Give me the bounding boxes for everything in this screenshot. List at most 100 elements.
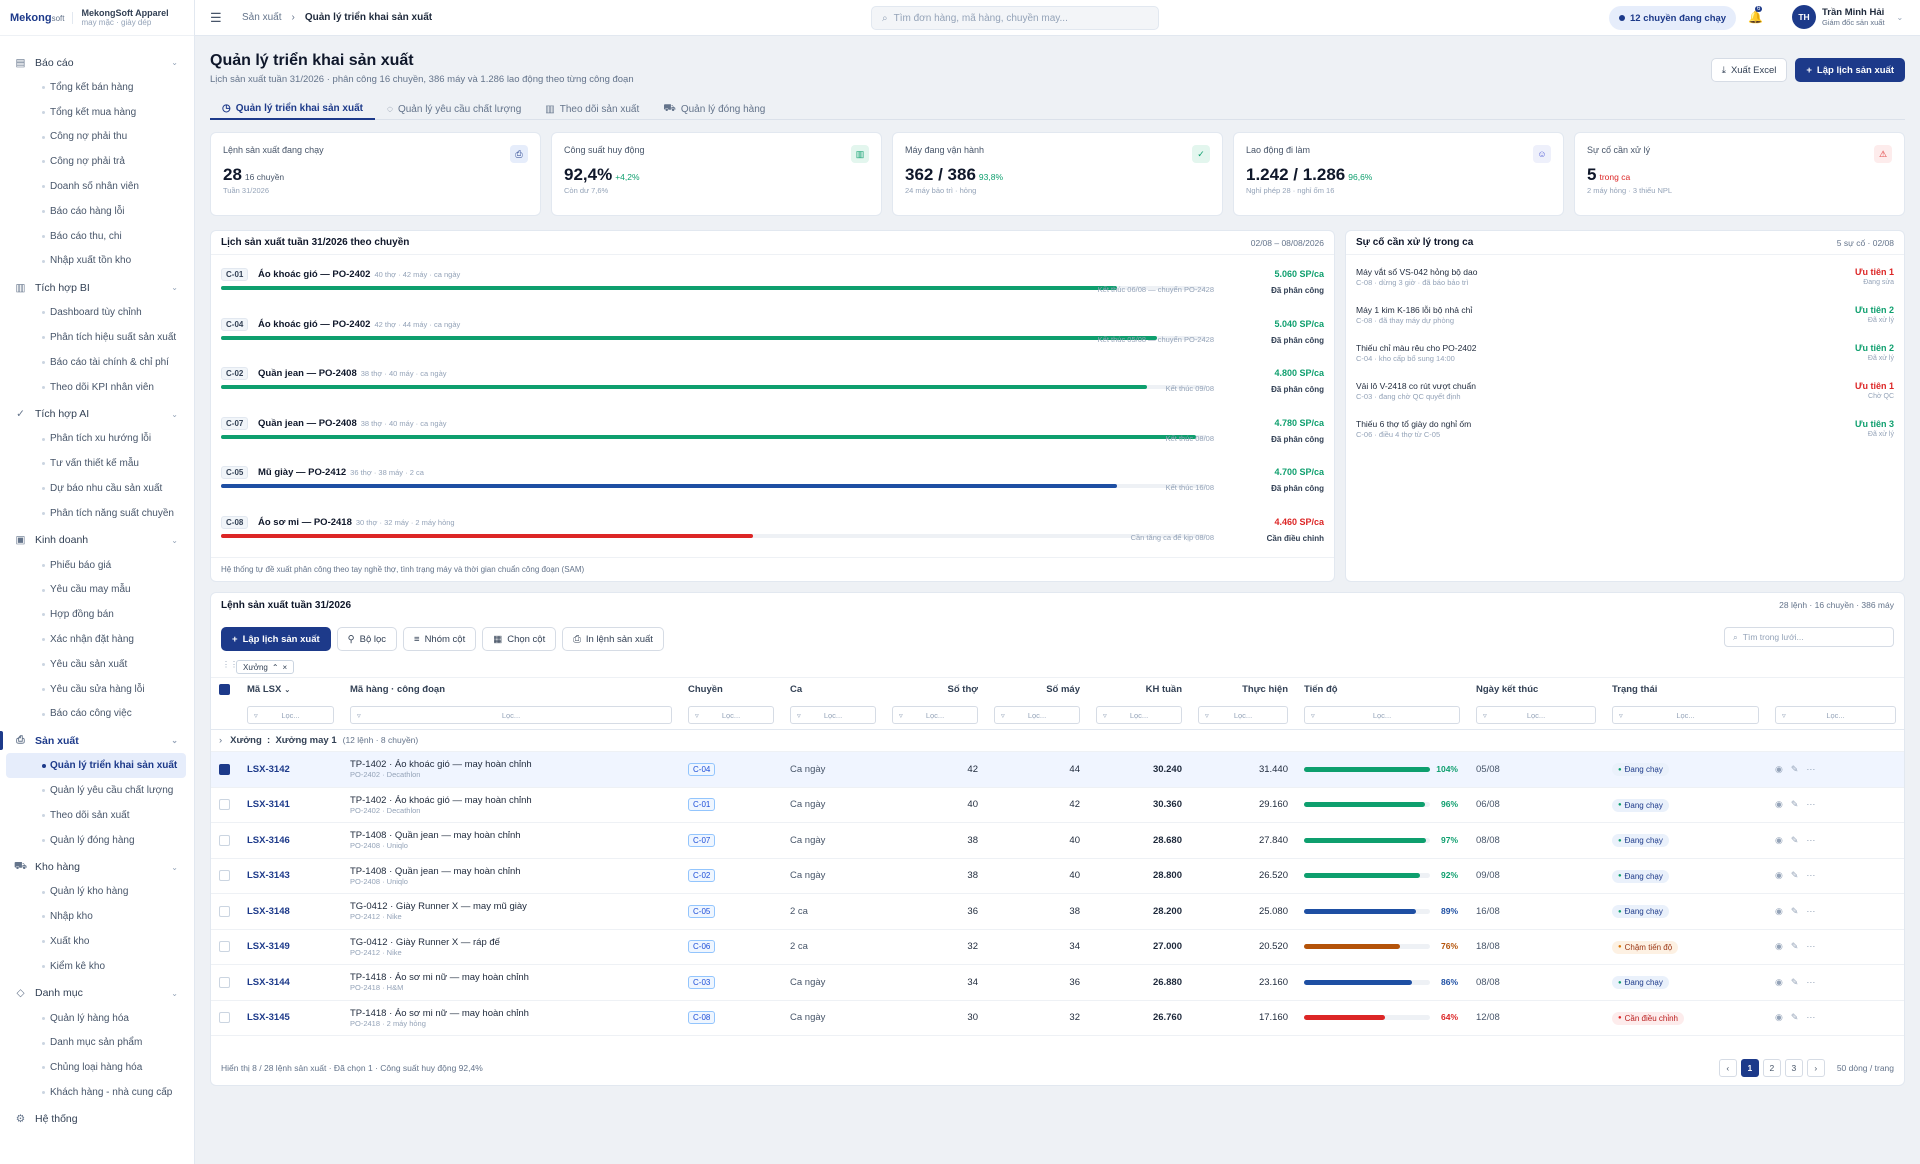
tab-1[interactable]: ◌ Quản lý yêu cầu chất lượng <box>375 98 533 120</box>
line-schedule-row[interactable]: C-01 Áo khoác gió — PO-2402 40 thợ · 42 má… <box>221 261 1324 309</box>
column-header[interactable]: Tiến độ <box>1296 677 1468 702</box>
sidebar-group[interactable]: ⎙ Sản xuất ⌄ <box>0 728 194 753</box>
row-checkbox[interactable] <box>219 799 230 811</box>
row-checkbox[interactable] <box>219 763 230 775</box>
column-filter-input[interactable]: Lọc... <box>1096 706 1182 725</box>
kpi-card[interactable]: Công suất huy động 92,4% +4,2% Còn dư 7,6% ▥ <box>551 132 882 216</box>
eye-icon[interactable]: ◉ <box>1775 763 1791 774</box>
page-button[interactable]: 2 <box>1762 1059 1781 1077</box>
export-excel-button[interactable]: ⤓ Xuất Excel <box>1710 58 1788 82</box>
row-checkbox[interactable] <box>219 905 230 917</box>
sidebar-item[interactable]: Phân tích năng suất chuyền <box>0 501 194 526</box>
tab-3[interactable]: ⛟ Quản lý đóng hàng <box>651 98 777 120</box>
prev-page-button[interactable]: ‹ <box>1718 1059 1737 1077</box>
incident-item[interactable]: Thiếu 6 thợ tổ giày do nghỉ ốm C-06 · điề… <box>1356 413 1894 451</box>
sidebar-group[interactable]: ▤ Báo cáo ⌄ <box>0 50 194 75</box>
sidebar-item[interactable]: Doanh số nhân viên <box>0 174 194 199</box>
group-by-chip[interactable]: Xưởng ⌃ × <box>236 660 295 674</box>
sidebar-item[interactable]: Chủng loại hàng hóa <box>0 1055 194 1080</box>
date-range[interactable]: 02/08 – 08/08/2026 <box>1250 237 1324 248</box>
column-filter-input[interactable]: Lọc... <box>1198 706 1288 725</box>
sidebar-item[interactable]: Công nợ phải trả <box>0 149 194 174</box>
column-header[interactable]: Ca <box>782 677 884 702</box>
kpi-card[interactable]: Sự cố cần xử lý 5 trong ca 2 máy hỏng · 3 t… <box>1574 132 1905 216</box>
column-header[interactable]: Số máy <box>986 677 1088 702</box>
order-id-link[interactable]: LSX-3148 <box>247 905 290 917</box>
eye-icon[interactable]: ◉ <box>1775 799 1791 810</box>
column-filter-input[interactable]: Lọc... <box>1612 706 1759 725</box>
sidebar-item[interactable]: Dashboard tùy chỉnh <box>0 300 194 325</box>
incident-item[interactable]: Máy vắt sổ VS-042 hỏng bộ dao C-08 · dừng… <box>1356 261 1894 299</box>
row-checkbox[interactable] <box>219 976 230 988</box>
grid-search-input[interactable]: ⌕ Tìm trong lưới... <box>1724 627 1894 647</box>
edit-icon[interactable]: ✎ <box>1790 905 1807 916</box>
incident-item[interactable]: Máy 1 kim K-186 lỗi bộ nhả chỉ C-08 · đã … <box>1356 299 1894 337</box>
sidebar-item[interactable]: Hợp đồng bán <box>0 602 194 627</box>
sidebar-group[interactable]: ▣ Kinh doanh ⌄ <box>0 528 194 553</box>
page-size[interactable]: 50 dòng / trang <box>1836 1063 1894 1073</box>
edit-icon[interactable]: ✎ <box>1790 1012 1807 1023</box>
line-schedule-row[interactable]: C-05 Mũ giày — PO-2412 36 thợ · 38 máy · 2… <box>221 459 1324 507</box>
menu-icon[interactable]: ☰ <box>210 9 222 25</box>
line-schedule-row[interactable]: C-07 Quần jean — PO-2408 38 thợ · 40 máy ·… <box>221 410 1324 458</box>
edit-icon[interactable]: ✎ <box>1790 799 1807 810</box>
tab-2[interactable]: ▥ Theo dõi sản xuất <box>533 98 651 120</box>
order-id-link[interactable]: LSX-3146 <box>247 834 290 846</box>
row-checkbox[interactable] <box>219 834 230 846</box>
sidebar-item[interactable]: Kiểm kê kho <box>0 954 194 979</box>
group-row[interactable]: › Xưởng : Xưởng may 1 (12 lệnh · 8 chuyền) <box>211 729 1904 752</box>
more-icon[interactable]: ⋯ <box>1806 976 1824 987</box>
tab-0[interactable]: ◷ Quản lý triển khai sản xuất <box>210 98 375 120</box>
order-id-link[interactable]: LSX-3149 <box>247 941 290 953</box>
choose-columns-button[interactable]: ▦ Chọn cột <box>482 627 557 651</box>
edit-icon[interactable]: ✎ <box>1790 941 1807 952</box>
column-header[interactable]: Thực hiện <box>1190 677 1296 702</box>
sidebar-item[interactable]: Quản lý hàng hóa <box>0 1006 194 1031</box>
eye-icon[interactable]: ◉ <box>1775 1012 1791 1023</box>
column-header[interactable]: Mã LSX ⌄ <box>239 677 342 702</box>
group-columns-button[interactable]: ≡ Nhóm cột <box>403 627 477 651</box>
order-id-link[interactable]: LSX-3144 <box>247 976 290 988</box>
sidebar-item[interactable]: Khách hàng - nhà cung cấp <box>0 1080 194 1105</box>
order-id-link[interactable]: LSX-3141 <box>247 799 290 811</box>
table-row[interactable]: LSX-3148 TG-0412 · Giày Runner X — may mũ… <box>211 893 1904 930</box>
line-schedule-row[interactable]: C-08 Áo sơ mi — PO-2418 30 thợ · 32 máy · … <box>221 509 1324 557</box>
drag-handle-icon[interactable]: ⋮⋮ <box>222 660 238 669</box>
sidebar-item[interactable]: Yêu cầu sửa hàng lỗi <box>0 677 194 702</box>
sidebar-group[interactable]: ⛟ Kho hàng ⌄ <box>0 855 194 880</box>
more-icon[interactable]: ⋯ <box>1806 834 1824 845</box>
sidebar-item[interactable]: Báo cáo hàng lỗi <box>0 199 194 224</box>
column-header[interactable]: Chuyền <box>680 677 782 702</box>
kpi-card[interactable]: Lệnh sản xuất đang chạy 28 16 chuyền Tuần 3… <box>210 132 541 216</box>
sidebar-item[interactable]: Xuất kho <box>0 929 194 954</box>
column-header[interactable]: Ngày kết thúc <box>1468 677 1604 702</box>
user-menu[interactable]: TH Trần Minh Hải Giám đốc sản xuất ⌄ <box>1792 5 1903 29</box>
sidebar-group[interactable]: ▥ Tích hợp BI ⌄ <box>0 275 194 300</box>
line-schedule-row[interactable]: C-02 Quần jean — PO-2408 38 thợ · 40 máy ·… <box>221 360 1324 408</box>
more-icon[interactable]: ⋯ <box>1806 1012 1824 1023</box>
kpi-card[interactable]: Lao động đi làm 1.242 / 1.286 96,6% Nghỉ ph… <box>1233 132 1564 216</box>
incident-item[interactable]: Thiếu chỉ màu rêu cho PO-2402 C-04 · kho … <box>1356 337 1894 375</box>
column-header[interactable]: Mã hàng · công đoạn <box>342 677 680 702</box>
sidebar-item[interactable]: Yêu cầu sản xuất <box>0 652 194 677</box>
more-icon[interactable]: ⋯ <box>1806 870 1824 881</box>
next-page-button[interactable]: › <box>1806 1059 1825 1077</box>
sidebar-item[interactable]: Quản lý triển khai sản xuất <box>6 753 186 779</box>
sidebar-item[interactable]: Yêu cầu may mẫu <box>0 578 194 603</box>
edit-icon[interactable]: ✎ <box>1790 763 1807 774</box>
kpi-card[interactable]: Máy đang vận hành 362 / 386 93,8% 24 máy bả… <box>892 132 1223 216</box>
more-icon[interactable]: ⋯ <box>1806 905 1824 916</box>
sidebar-item[interactable]: Tổng kết mua hàng <box>0 100 194 125</box>
table-row[interactable]: LSX-3146 TP-1408 · Quần jean — may hoàn c… <box>211 822 1904 859</box>
column-filter-input[interactable]: Lọc... <box>247 706 334 725</box>
sidebar-group[interactable]: ◇ Danh mục ⌄ <box>0 981 194 1006</box>
column-header[interactable]: Trạng thái <box>1604 677 1767 702</box>
table-row[interactable]: LSX-3145 TP-1418 · Áo sơ mi nữ — may hoàn… <box>211 1000 1904 1036</box>
page-button[interactable]: 3 <box>1784 1059 1803 1077</box>
table-row[interactable]: LSX-3149 TG-0412 · Giày Runner X — ráp đế… <box>211 929 1904 965</box>
sidebar-item[interactable]: Phân tích hiệu suất sản xuất <box>0 325 194 350</box>
edit-icon[interactable]: ✎ <box>1790 976 1807 987</box>
edit-icon[interactable]: ✎ <box>1790 834 1807 845</box>
sidebar-item[interactable]: Công nợ phải thu <box>0 125 194 150</box>
eye-icon[interactable]: ◉ <box>1775 976 1791 987</box>
